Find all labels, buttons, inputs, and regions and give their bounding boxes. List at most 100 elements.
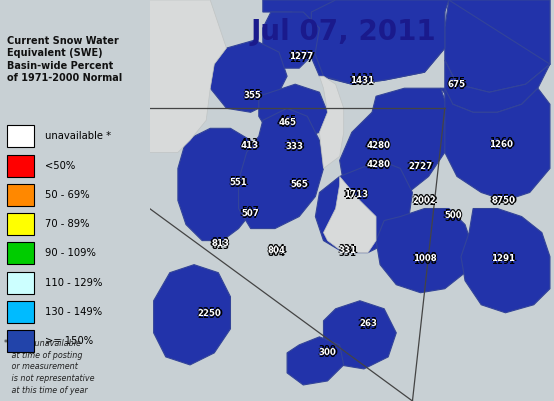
Text: 1291: 1291 bbox=[491, 257, 515, 265]
Text: 465: 465 bbox=[280, 118, 297, 127]
Text: 333: 333 bbox=[285, 144, 304, 153]
Polygon shape bbox=[315, 160, 412, 253]
Polygon shape bbox=[150, 0, 227, 152]
Text: 1431: 1431 bbox=[350, 76, 374, 85]
Polygon shape bbox=[461, 209, 550, 313]
Text: 565: 565 bbox=[290, 180, 308, 189]
Text: 1291: 1291 bbox=[493, 254, 517, 263]
Text: 2727: 2727 bbox=[407, 162, 431, 171]
Text: 263: 263 bbox=[359, 319, 377, 328]
Text: 465: 465 bbox=[276, 118, 295, 127]
Text: <50%: <50% bbox=[45, 161, 75, 170]
Text: 413: 413 bbox=[239, 141, 257, 150]
Text: 1431: 1431 bbox=[350, 78, 374, 87]
Text: 355: 355 bbox=[244, 89, 261, 97]
Text: 500: 500 bbox=[444, 209, 461, 218]
Text: 565: 565 bbox=[290, 182, 308, 191]
Text: 675: 675 bbox=[448, 77, 466, 86]
Text: 507: 507 bbox=[241, 209, 259, 218]
Text: 300: 300 bbox=[319, 348, 336, 356]
Text: 413: 413 bbox=[241, 138, 259, 147]
Text: 500: 500 bbox=[444, 211, 461, 220]
Text: Current Snow Water
Equivalent (SWE)
Basin-wide Percent
of 1971-2000 Normal: Current Snow Water Equivalent (SWE) Basi… bbox=[8, 36, 123, 83]
Text: 507: 507 bbox=[241, 207, 259, 215]
Text: 333: 333 bbox=[285, 140, 304, 148]
Text: 2002: 2002 bbox=[413, 194, 437, 203]
Text: 331: 331 bbox=[337, 246, 355, 255]
Text: 1260: 1260 bbox=[488, 140, 512, 149]
Text: 2002: 2002 bbox=[414, 196, 438, 205]
Text: 1008: 1008 bbox=[413, 252, 437, 261]
Text: 8750: 8750 bbox=[491, 198, 515, 207]
Text: 1277: 1277 bbox=[289, 55, 314, 64]
Text: 1431: 1431 bbox=[350, 73, 374, 82]
Text: 1431: 1431 bbox=[348, 76, 372, 85]
Text: 2002: 2002 bbox=[413, 196, 437, 205]
Text: 1713: 1713 bbox=[344, 192, 368, 201]
Text: Jul 07, 2011: Jul 07, 2011 bbox=[250, 18, 437, 46]
Text: 355: 355 bbox=[244, 93, 261, 102]
Text: 90 - 109%: 90 - 109% bbox=[45, 249, 96, 258]
Text: 675: 675 bbox=[447, 80, 464, 89]
Polygon shape bbox=[263, 0, 445, 84]
Text: 804: 804 bbox=[266, 246, 284, 255]
Text: 413: 413 bbox=[241, 143, 259, 152]
Text: 4280: 4280 bbox=[365, 160, 388, 169]
Text: 551: 551 bbox=[230, 176, 248, 184]
Text: 1291: 1291 bbox=[491, 252, 515, 261]
Text: 1260: 1260 bbox=[490, 138, 514, 146]
Text: 2727: 2727 bbox=[408, 162, 433, 171]
Polygon shape bbox=[259, 84, 327, 140]
Text: 804: 804 bbox=[270, 246, 288, 255]
Text: 1291: 1291 bbox=[491, 254, 515, 263]
Text: >= 150%: >= 150% bbox=[45, 336, 93, 346]
Text: 300: 300 bbox=[320, 348, 338, 356]
Text: 565: 565 bbox=[290, 178, 308, 186]
Text: 2002: 2002 bbox=[413, 198, 437, 207]
Text: 1008: 1008 bbox=[414, 254, 438, 263]
Text: 4280: 4280 bbox=[368, 160, 392, 169]
Text: 263: 263 bbox=[361, 319, 378, 328]
Text: 565: 565 bbox=[292, 180, 310, 189]
Text: 300: 300 bbox=[319, 350, 336, 359]
Text: 1277: 1277 bbox=[291, 53, 315, 61]
Text: 300: 300 bbox=[319, 345, 336, 354]
Text: 465: 465 bbox=[278, 115, 296, 124]
Text: 813: 813 bbox=[212, 239, 229, 248]
Text: 813: 813 bbox=[213, 239, 231, 248]
Text: 507: 507 bbox=[243, 209, 260, 218]
Bar bbox=[8, 125, 34, 147]
Text: 355: 355 bbox=[244, 91, 261, 100]
Text: 4280: 4280 bbox=[366, 162, 390, 171]
Text: 2250: 2250 bbox=[198, 307, 221, 316]
Text: 1008: 1008 bbox=[411, 254, 435, 263]
Text: 507: 507 bbox=[239, 209, 257, 218]
Text: 300: 300 bbox=[317, 348, 335, 356]
Text: 1713: 1713 bbox=[342, 190, 366, 199]
Text: 1008: 1008 bbox=[413, 257, 437, 265]
Text: 1008: 1008 bbox=[413, 254, 437, 263]
Text: 4280: 4280 bbox=[366, 141, 390, 150]
Text: 130 - 149%: 130 - 149% bbox=[45, 307, 102, 317]
Text: 813: 813 bbox=[210, 239, 228, 248]
Text: 2250: 2250 bbox=[196, 309, 220, 318]
Text: 500: 500 bbox=[446, 211, 463, 220]
Bar bbox=[8, 272, 34, 294]
Text: 4280: 4280 bbox=[366, 160, 390, 169]
Text: 1277: 1277 bbox=[289, 50, 314, 59]
Text: 50 - 69%: 50 - 69% bbox=[45, 190, 90, 200]
Bar bbox=[8, 301, 34, 323]
Text: 263: 263 bbox=[357, 319, 376, 328]
Text: 4280: 4280 bbox=[368, 141, 392, 150]
Text: 813: 813 bbox=[212, 242, 229, 251]
Text: 1431: 1431 bbox=[351, 76, 376, 85]
Text: 565: 565 bbox=[289, 180, 306, 189]
Text: 2250: 2250 bbox=[198, 309, 221, 318]
Bar bbox=[8, 213, 34, 235]
Polygon shape bbox=[324, 176, 376, 253]
Text: 331: 331 bbox=[340, 246, 358, 255]
Text: 8750: 8750 bbox=[491, 194, 515, 203]
Text: 355: 355 bbox=[242, 91, 260, 100]
Text: 263: 263 bbox=[359, 322, 377, 330]
Polygon shape bbox=[311, 0, 449, 84]
